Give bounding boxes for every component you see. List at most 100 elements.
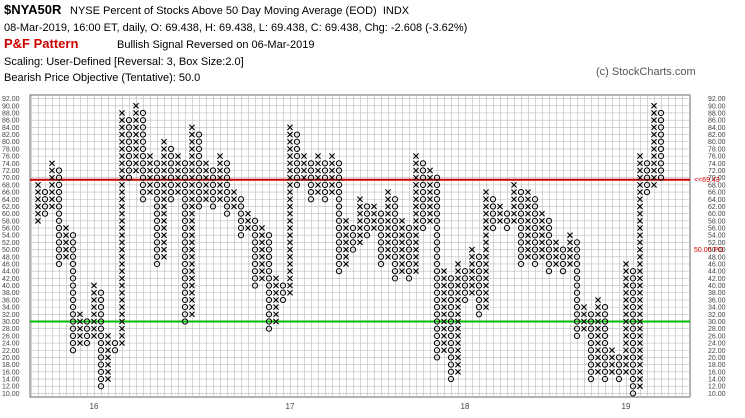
x-box	[259, 225, 265, 232]
o-box	[335, 167, 343, 174]
x-box	[91, 296, 97, 303]
o-box	[629, 354, 637, 361]
o-box	[657, 160, 665, 167]
y-tick-label: 90.00	[2, 103, 20, 110]
y-tick-label: 14.00	[2, 377, 20, 384]
x-box	[133, 109, 139, 116]
x-box	[399, 239, 405, 246]
o-box	[447, 361, 455, 368]
x-box	[385, 196, 391, 203]
o-column	[209, 167, 217, 210]
x-box	[595, 340, 601, 347]
o-box	[391, 239, 399, 246]
x-box	[161, 196, 167, 203]
o-box	[181, 181, 189, 188]
o-box	[405, 239, 413, 246]
x-box	[217, 189, 223, 196]
y-tick-label: 46.00	[2, 261, 20, 268]
x-box	[637, 174, 643, 181]
o-box	[265, 289, 273, 296]
o-column	[475, 253, 483, 318]
y-tick-label: 84.00	[2, 125, 20, 132]
y-tick-label-right: 58.00	[708, 218, 726, 225]
x-box	[637, 368, 643, 375]
x-box	[567, 232, 573, 239]
o-box	[97, 318, 105, 325]
x-box	[189, 225, 195, 232]
x-box	[273, 282, 279, 289]
x-box	[119, 124, 125, 131]
x-box	[623, 340, 629, 347]
x-box	[427, 203, 433, 210]
x-box	[91, 332, 97, 339]
x-box	[49, 203, 55, 210]
x-box	[651, 131, 657, 138]
o-box	[433, 174, 441, 181]
x-box	[77, 332, 83, 339]
o-box	[433, 296, 441, 304]
o-box	[265, 268, 273, 275]
o-box	[545, 260, 553, 268]
o-box	[167, 174, 175, 181]
o-box	[153, 160, 161, 167]
x-box	[161, 210, 167, 217]
x-box	[609, 347, 615, 354]
x-box	[651, 117, 657, 124]
x-box	[455, 354, 461, 361]
x-box	[637, 304, 643, 311]
x-box	[259, 253, 265, 260]
x-column	[329, 153, 335, 196]
x-box	[217, 167, 223, 174]
o-box	[97, 339, 105, 347]
x-column	[231, 189, 237, 210]
x-box	[623, 275, 629, 282]
y-tick-label: 50.00	[2, 247, 20, 254]
x-box	[567, 246, 573, 253]
x-box	[385, 239, 391, 246]
o-column	[573, 239, 581, 339]
y-tick-label: 28.00	[2, 326, 20, 333]
o-box	[629, 347, 637, 354]
x-box	[525, 196, 531, 203]
x-box	[637, 361, 643, 368]
x-box	[91, 311, 97, 318]
x-column	[245, 210, 251, 232]
o-box	[447, 368, 455, 375]
x-column	[609, 347, 615, 375]
x-box	[175, 153, 181, 160]
x-box	[147, 153, 153, 160]
o-box	[125, 153, 133, 160]
o-column	[433, 174, 441, 361]
x-box	[119, 246, 125, 253]
o-box	[69, 282, 77, 289]
o-box	[335, 246, 343, 253]
o-column	[195, 131, 203, 210]
o-box	[83, 339, 91, 347]
o-box	[251, 239, 259, 246]
o-box	[447, 339, 455, 347]
x-box	[119, 189, 125, 196]
o-box	[251, 246, 259, 253]
o-box	[405, 268, 413, 275]
x-box	[49, 167, 55, 174]
y-tick-label: 22.00	[2, 348, 20, 355]
o-box	[307, 174, 315, 181]
x-box	[175, 167, 181, 174]
o-box	[391, 260, 399, 268]
o-box	[153, 224, 161, 232]
x-box	[189, 131, 195, 138]
x-column	[301, 153, 307, 181]
x-box	[637, 347, 643, 354]
x-box	[189, 196, 195, 203]
o-box	[55, 253, 63, 260]
y-tick-label-right: 38.00	[708, 290, 726, 297]
o-box	[251, 224, 259, 232]
x-box	[637, 325, 643, 332]
y-tick-label: 82.00	[2, 132, 20, 139]
pattern-label: P&F Pattern	[4, 36, 78, 51]
x-box	[287, 217, 293, 224]
o-box	[335, 217, 343, 224]
x-box	[343, 217, 349, 224]
x-box	[483, 196, 489, 203]
x-box	[147, 174, 153, 181]
